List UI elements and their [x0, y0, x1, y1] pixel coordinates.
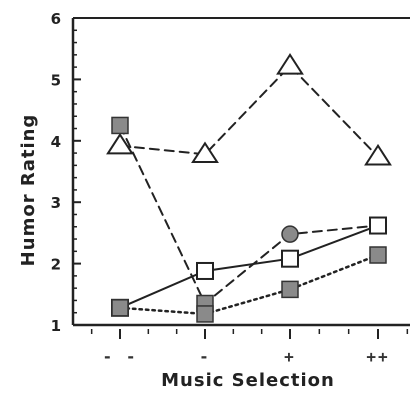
series-3-point — [281, 249, 299, 268]
y-axis: 1 2 3 4 5 6 — [51, 10, 81, 335]
series-1-point — [364, 143, 392, 166]
series-2-line — [119, 124, 379, 306]
y-tick-label: 5 — [51, 71, 61, 89]
series-1-point — [106, 132, 134, 155]
series-3-point — [196, 261, 214, 280]
series-4-point — [369, 246, 387, 264]
x-axis: - - - + ++ — [90, 329, 409, 366]
series-4-point — [196, 305, 214, 323]
y-tick-label: 2 — [51, 256, 61, 274]
series-4-point — [111, 299, 129, 317]
series-3-point — [369, 216, 387, 235]
series-3-line — [119, 224, 379, 309]
series-1-point — [191, 141, 219, 164]
series-4-point — [281, 280, 299, 299]
x-category-label: - — [199, 347, 211, 366]
y-tick-label: 4 — [51, 133, 61, 151]
y-axis-title: Humor Rating — [18, 114, 39, 267]
x-category-label: + — [284, 347, 296, 366]
plot-frame — [71, 17, 410, 327]
x-axis-title: Music Selection — [161, 370, 335, 391]
series-4-line — [118, 253, 380, 316]
x-category-label: ++ — [366, 347, 389, 366]
series-1-line — [119, 64, 379, 158]
series-1-point — [276, 53, 304, 75]
series-2-point — [111, 116, 129, 135]
x-category-label: - - — [103, 347, 138, 366]
marker-layer — [106, 53, 392, 323]
series-layer — [118, 64, 380, 316]
y-tick-label: 6 — [51, 10, 61, 28]
y-tick-label: 3 — [51, 194, 61, 212]
series-2-point — [281, 225, 299, 243]
y-tick-label: 1 — [51, 317, 61, 335]
